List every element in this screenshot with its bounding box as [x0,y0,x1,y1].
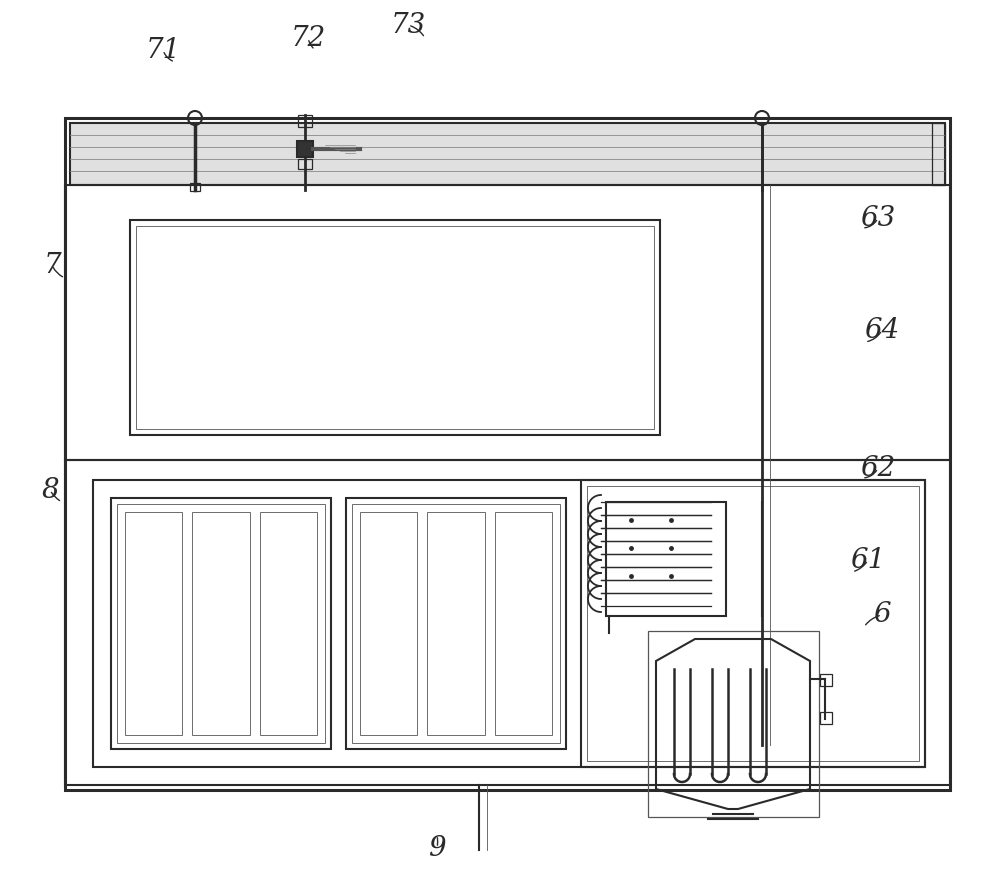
Text: 9: 9 [428,834,446,861]
Text: 71: 71 [145,37,181,64]
Bar [581,480,925,767]
Text: 72: 72 [290,24,326,51]
Bar [93,480,925,767]
Bar [111,498,331,749]
Bar [190,183,200,191]
Text: 63: 63 [860,204,896,231]
Bar [260,512,317,735]
Bar [298,115,312,127]
Bar [297,141,313,157]
Text: 8: 8 [41,477,59,504]
Bar [117,504,325,743]
Bar [648,631,819,817]
Bar [346,498,566,749]
Bar [136,226,654,429]
Bar [360,512,417,735]
Bar [65,460,950,785]
Bar [65,185,950,460]
Bar [427,512,485,735]
Text: 64: 64 [864,316,900,343]
Text: 62: 62 [860,454,896,481]
Text: 7: 7 [43,252,61,279]
Bar [130,220,660,435]
Text: 61: 61 [850,547,886,573]
Bar [820,712,832,724]
Bar [125,512,182,735]
Bar [606,502,726,616]
Bar [298,159,312,169]
Text: 6: 6 [873,601,891,628]
Bar [65,118,950,790]
Bar [192,512,250,735]
Bar [352,504,560,743]
Bar [495,512,552,735]
Bar [932,123,945,185]
Bar [70,123,945,185]
Bar [587,486,919,761]
Bar [820,674,832,686]
Text: 73: 73 [390,12,426,39]
